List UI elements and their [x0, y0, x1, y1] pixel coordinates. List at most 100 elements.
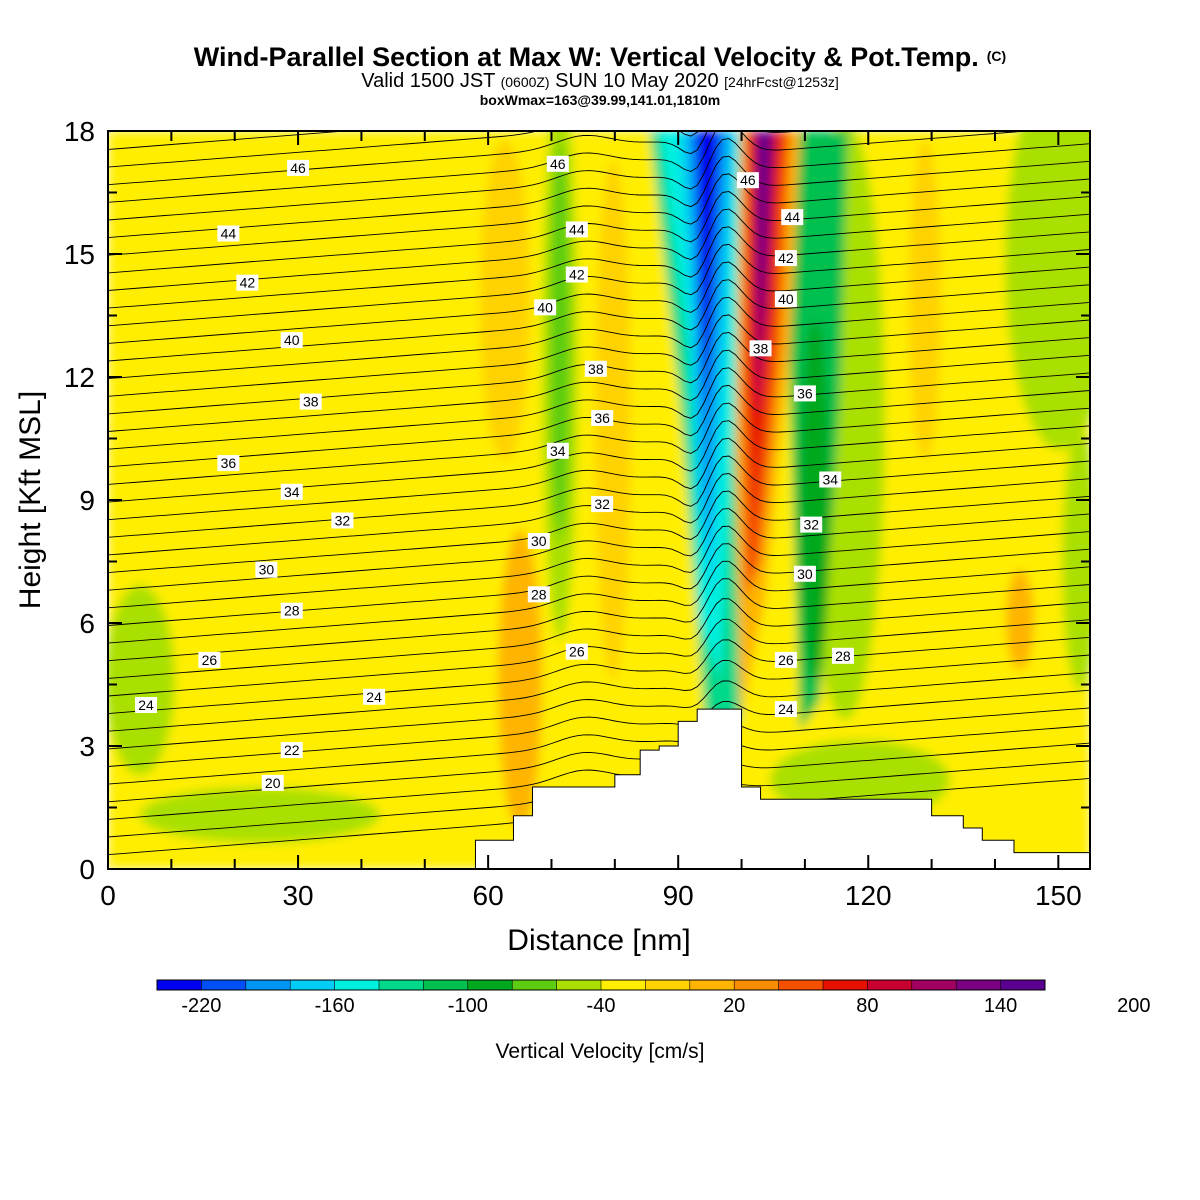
contour-label-text: 22 — [284, 742, 300, 758]
contour-label-text: 34 — [822, 472, 838, 488]
contour-label-text: 46 — [740, 172, 756, 188]
theta-contour-line — [108, 598, 1090, 679]
contour-label-text: 24 — [138, 697, 154, 713]
contour-label-text: 40 — [537, 299, 553, 315]
theta-contour-line — [108, 578, 1090, 662]
forecast-info: [24hrFcst@1253z] — [724, 74, 839, 90]
colorbar-label: -100 — [448, 995, 488, 1017]
contour-label: 30 — [793, 565, 816, 582]
contour-label: 40 — [534, 299, 557, 316]
colorbar-label: 20 — [723, 995, 745, 1017]
contour-label: 26 — [774, 651, 797, 668]
contour-label-text: 44 — [569, 221, 585, 237]
contour-label: 24 — [135, 697, 158, 713]
contour-label: 40 — [774, 291, 797, 308]
theta-contour-line — [108, 173, 1090, 256]
contour-label-text: 20 — [265, 775, 281, 791]
theta-contour-line — [108, 672, 1090, 750]
y-tick-label: 9 — [79, 485, 95, 516]
theta-contour-line — [108, 367, 1090, 450]
theta-contour-line — [108, 420, 1090, 503]
contour-label: 38 — [749, 340, 772, 357]
colorbar-swatch — [556, 980, 602, 990]
contour-label-box — [546, 155, 569, 172]
field-patch — [480, 140, 530, 460]
colorbar-label: -160 — [315, 995, 355, 1017]
contour-label: 44 — [217, 225, 240, 242]
colorbar-swatch — [290, 980, 336, 990]
theta-contour-line — [108, 742, 1090, 820]
theta-contour-line — [108, 131, 124, 133]
contour-label-text: 38 — [753, 340, 769, 356]
colorbar-swatch — [245, 980, 291, 990]
contour-label-text: 44 — [221, 226, 237, 242]
colorbar-swatch — [645, 980, 691, 990]
contour-label-box — [198, 651, 221, 668]
colorbar-swatch — [867, 980, 913, 990]
contour-label: 28 — [280, 602, 303, 619]
colorbar-title: Vertical Velocity [cm/s] — [496, 1040, 705, 1063]
contour-label-box — [261, 774, 284, 791]
contour-label: 36 — [591, 410, 614, 426]
theta-contour-line — [108, 296, 1090, 380]
y-axis-title: Height [Kft MSL] — [14, 391, 47, 609]
theta-contour-line — [108, 138, 1090, 221]
contour-label-box — [135, 697, 158, 713]
colorbar-swatch — [379, 980, 424, 990]
colorbar-swatch — [911, 980, 957, 990]
colorbar-label: 200 — [1117, 995, 1150, 1017]
x-axis-title: Distance [nm] — [507, 924, 690, 957]
colorbar-swatch — [778, 980, 824, 990]
contour-label-box — [217, 455, 240, 472]
contour-label-box — [363, 688, 386, 705]
contour-label: 44 — [781, 209, 804, 226]
theta-contour-line — [108, 131, 1033, 203]
contour-label: 44 — [565, 221, 588, 238]
contour-label-text: 26 — [569, 644, 585, 660]
contour-label-box — [546, 442, 569, 459]
contour-label-box — [774, 651, 797, 668]
contour-label-box — [280, 602, 303, 619]
colorbar-label: -220 — [181, 995, 221, 1017]
contour-label-box — [331, 512, 354, 529]
contour-label-box — [565, 266, 588, 283]
contour-label: 34 — [280, 483, 303, 500]
x-tick-label: 150 — [1035, 880, 1082, 911]
contour-label: 38 — [584, 360, 607, 377]
x-axis: 0 30 60 90 120 150 — [100, 131, 1082, 911]
contour-label-text: 24 — [778, 701, 794, 717]
contour-label-text: 42 — [240, 275, 256, 291]
contour-labels: 46 44 42 40 38 36 34 32 30 28 26 24 24 22 20 46 44 42 40 38… — [135, 155, 854, 791]
contour-label-box — [774, 250, 797, 267]
theta-contour-line — [108, 490, 1090, 574]
contour-label-text: 46 — [550, 156, 566, 172]
theta-contour-line — [108, 636, 1090, 715]
theta-contour-line — [108, 314, 1090, 397]
contour-label-text: 34 — [284, 484, 300, 500]
theta-contour-line — [108, 560, 1090, 644]
x-tick-label: 30 — [282, 880, 313, 911]
theta-contour-line — [108, 707, 1090, 785]
contour-label: 20 — [261, 774, 284, 791]
valid-time: Valid 1500 JST — [361, 70, 496, 92]
contour-label-text: 36 — [594, 410, 610, 426]
contour-label-box — [793, 565, 816, 582]
contour-label-box — [280, 742, 303, 759]
contour-label-box — [280, 332, 303, 349]
y-tick-label: 18 — [64, 116, 95, 147]
contour-label-text: 32 — [803, 517, 819, 533]
contour-label-box — [591, 496, 614, 513]
colorbar-label: -40 — [587, 995, 616, 1017]
contour-label-text: 36 — [221, 455, 237, 471]
terrain-mask — [474, 708, 1090, 869]
contour-label-box — [527, 533, 550, 549]
theta-contour-line — [108, 279, 1090, 362]
contour-label-text: 30 — [797, 566, 813, 582]
valid-date: SUN 10 May 2020 — [555, 70, 719, 92]
colorbar-swatch — [823, 980, 868, 990]
contour-label-box — [299, 393, 322, 410]
contour-label: 28 — [527, 586, 550, 603]
contour-label-text: 28 — [531, 586, 547, 602]
chart-subtitle: Valid 1500 JST (0600Z) SUN 10 May 2020 [… — [0, 70, 1200, 93]
